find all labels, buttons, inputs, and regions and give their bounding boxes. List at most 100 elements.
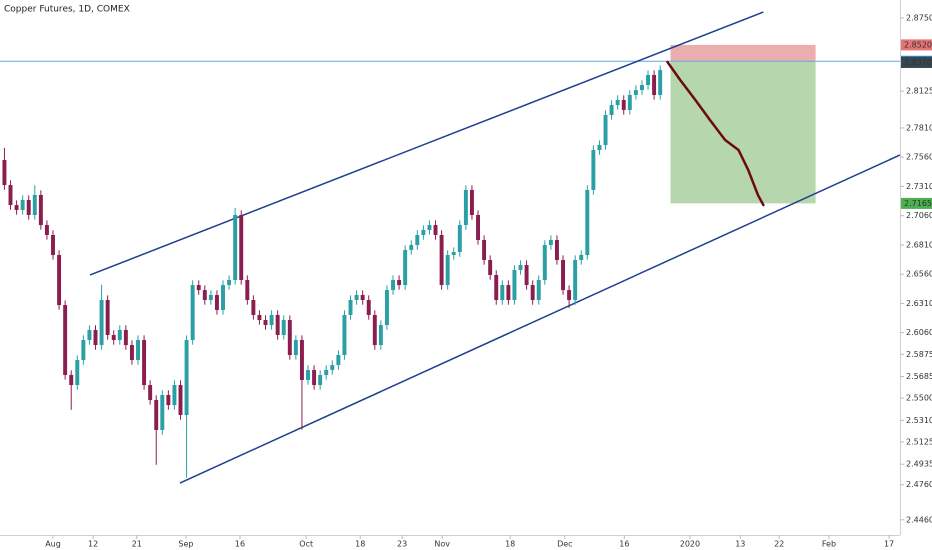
projection-path (666, 60, 765, 207)
candle-body (281, 320, 286, 335)
candle-body (129, 345, 134, 361)
x-tick-label: Oct (299, 540, 313, 549)
candle-body (123, 329, 128, 346)
candle-body (536, 280, 541, 301)
candle-body (482, 240, 487, 261)
candle-body (354, 294, 359, 301)
candle-body (463, 189, 468, 226)
candle-body (627, 94, 632, 110)
price-label-bg (901, 197, 932, 209)
candle-body (646, 74, 650, 86)
candle-body (554, 240, 559, 261)
candle-body (312, 369, 317, 386)
candle-body (633, 90, 638, 95)
candle-body (524, 265, 529, 286)
candle-body (69, 374, 74, 386)
candle-body (99, 300, 104, 346)
y-tick-label: 2.8125 (906, 87, 932, 96)
x-tick-label: Sep (178, 540, 193, 549)
x-tick-label: Feb (822, 540, 836, 549)
candle-body (269, 314, 274, 326)
candle-body (227, 280, 232, 286)
candle-body (518, 265, 523, 270)
x-tick-label: 12 (88, 540, 98, 549)
price-label: 2.8520 (904, 40, 932, 49)
y-tick-label: 2.4460 (906, 515, 932, 524)
x-tick-label: 21 (132, 540, 142, 549)
candle-body (494, 274, 499, 301)
y-tick-label: 2.6310 (906, 299, 932, 308)
candle-body (142, 340, 147, 386)
y-tick-label: 2.6060 (906, 328, 932, 337)
y-tick-label: 2.5685 (906, 372, 932, 381)
candle-body (184, 340, 189, 415)
candle-body (57, 254, 62, 306)
candle-body (421, 229, 426, 235)
candle-body (202, 290, 207, 301)
candle-body (639, 85, 644, 91)
x-tick-label: 16 (235, 540, 245, 549)
candle-body (409, 245, 414, 250)
candle-body (14, 205, 19, 210)
candle-body (451, 252, 456, 255)
candle-body (196, 285, 201, 291)
candle-body (166, 394, 171, 406)
candle-body (542, 245, 547, 281)
plot-area (0, 11, 901, 484)
candle-body (63, 305, 68, 375)
y-tick-label: 2.7060 (906, 211, 932, 220)
candle-body (51, 234, 55, 255)
candle-body (403, 249, 408, 286)
candle-body (263, 320, 268, 326)
chart-title: Copper Futures, 1D, COMEX (4, 5, 130, 15)
candle-body (287, 320, 292, 355)
trendline (89, 11, 764, 276)
candle-body (324, 369, 329, 375)
candle-body (117, 329, 122, 341)
candle-body (427, 225, 432, 230)
y-tick-label: 2.5310 (906, 416, 932, 425)
price-label-bg (901, 56, 932, 68)
y-tick-label: 2.6560 (906, 270, 932, 279)
price-label: 2.7165 (904, 199, 932, 208)
candle-body (366, 300, 371, 315)
price-label: 2.8370 (904, 58, 932, 67)
x-tick-label: 23 (397, 540, 407, 549)
candle-body (93, 329, 98, 346)
candle-body (306, 369, 310, 381)
y-tick-label: 2.7560 (906, 153, 932, 162)
candle-body (621, 100, 626, 110)
stop-zone (670, 44, 816, 62)
candle-body (318, 374, 323, 386)
candle-body (111, 334, 116, 341)
candle-body (658, 70, 663, 95)
candle-body (190, 285, 195, 341)
x-tick-label: Nov (434, 540, 450, 549)
x-tick-label: Dec (557, 540, 572, 549)
candle-body (512, 269, 517, 301)
candle-body (530, 285, 535, 301)
x-tick-label: 17 (884, 540, 894, 549)
candle-body (275, 314, 280, 335)
candle-body (548, 240, 553, 246)
candle-body (245, 280, 250, 301)
candle-body (469, 189, 474, 215)
candle-body (457, 225, 462, 253)
candle-body (336, 354, 341, 366)
candle-body (445, 254, 450, 286)
trendline (179, 154, 901, 484)
candle-body (348, 300, 353, 315)
x-tick-label: 16 (619, 540, 629, 549)
y-tick-label: 2.5500 (906, 394, 932, 403)
candle-body (603, 114, 608, 146)
candle-body (160, 394, 165, 430)
candle-body (591, 150, 596, 190)
candle-body (579, 254, 584, 261)
candle-body (585, 189, 590, 255)
candle-body (397, 280, 402, 286)
candle-body (214, 294, 219, 310)
x-tick-label: 13 (735, 540, 745, 549)
candle-body (293, 340, 298, 355)
